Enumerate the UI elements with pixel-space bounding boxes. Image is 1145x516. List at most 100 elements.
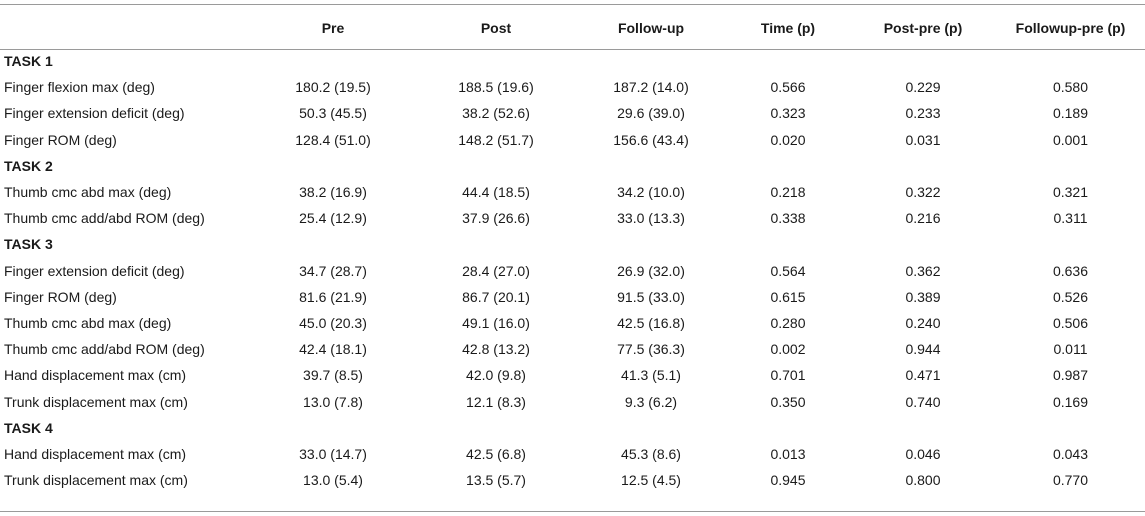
row-label: Finger flexion max (deg) — [4, 79, 155, 96]
table-cell: 25.4 (12.9) — [299, 210, 367, 227]
table-cell: 38.2 (52.6) — [462, 105, 530, 122]
section-title: TASK 2 — [4, 157, 53, 174]
table-cell: 9.3 (6.2) — [624, 393, 678, 410]
table-cell: 0.013 — [770, 446, 806, 463]
section-title: TASK 1 — [4, 53, 53, 69]
header-cell-post-pre-p: Post-pre (p) — [883, 20, 963, 36]
table-cell: 42.4 (18.1) — [299, 341, 367, 358]
table-cell: 77.5 (36.3) — [617, 341, 685, 358]
top-rule — [0, 4, 1145, 5]
header-rule — [0, 49, 1145, 50]
table-cell: 0.338 — [770, 210, 806, 227]
header-row: Pre Post Follow-up Time (p) Post-pre (p)… — [0, 8, 1145, 48]
header-cell-label — [0, 8, 250, 48]
table-cell: 0.011 — [1053, 341, 1088, 358]
table-cell: 0.322 — [905, 184, 941, 201]
row-label: Hand displacement max (cm) — [4, 446, 187, 463]
table-row: Finger ROM (deg) 81.6 (21.9) 86.7 (20.1) 91… — [0, 284, 1145, 310]
table-cell: 188.5 (19.6) — [458, 79, 534, 96]
table-cell: 0.389 — [905, 288, 941, 305]
table-cell: 49.1 (16.0) — [462, 315, 530, 332]
row-label: Hand displacement max (cm) — [4, 367, 187, 384]
section-row: TASK 1 — [0, 48, 1145, 74]
table-cell: 0.701 — [770, 367, 806, 384]
table-cell: 91.5 (33.0) — [617, 288, 685, 305]
table-cell: 33.0 (13.3) — [617, 210, 685, 227]
table-cell: 0.615 — [770, 288, 806, 305]
table-cell: 0.169 — [1052, 393, 1089, 410]
table-cell: 180.2 (19.5) — [295, 79, 371, 96]
table-cell: 187.2 (14.0) — [613, 79, 689, 96]
header-cell-time-p: Time (p) — [760, 20, 816, 36]
table-cell: 42.8 (13.2) — [462, 341, 530, 358]
table-cell: 34.2 (10.0) — [617, 184, 685, 201]
row-label: Thumb cmc abd max (deg) — [4, 315, 172, 332]
table-row: Thumb cmc add/abd ROM (deg) 25.4 (12.9) 37… — [0, 205, 1145, 231]
header-cell-followup-pre-p: Followup-pre (p) — [1015, 20, 1126, 36]
table-cell: 33.0 (14.7) — [299, 446, 367, 463]
header-cell-post: Post — [480, 20, 512, 36]
table-cell: 0.233 — [905, 105, 941, 122]
row-label: Finger extension deficit (deg) — [4, 262, 185, 279]
table-cell: 39.7 (8.5) — [303, 367, 363, 384]
results-table: Pre Post Follow-up Time (p) Post-pre (p)… — [0, 8, 1145, 493]
table-cell: 0.311 — [1053, 210, 1088, 227]
table-cell: 0.043 — [1052, 446, 1089, 463]
table-cell: 12.1 (8.3) — [466, 393, 526, 410]
table-cell: 0.216 — [905, 210, 941, 227]
table-row: Finger ROM (deg) 128.4 (51.0) 148.2 (51.7)… — [0, 127, 1145, 153]
table-cell: 41.3 (5.1) — [621, 367, 681, 384]
table-cell: 37.9 (26.6) — [462, 210, 530, 227]
table-cell: 0.321 — [1052, 184, 1089, 201]
table-cell: 86.7 (20.1) — [462, 288, 530, 305]
table-body: TASK 1 Finger flexion max (deg) 180.2 (19.… — [0, 48, 1145, 493]
table-cell: 0.944 — [905, 341, 941, 358]
table-cell: 13.0 (5.4) — [303, 472, 363, 489]
table-cell: 42.0 (9.8) — [466, 367, 526, 384]
table-cell: 0.800 — [905, 472, 941, 489]
row-label: Thumb cmc add/abd ROM (deg) — [4, 341, 205, 358]
table-cell: 0.506 — [1052, 315, 1089, 332]
table-row: Hand displacement max (cm) 39.7 (8.5) 42.0… — [0, 362, 1145, 388]
table-cell: 44.4 (18.5) — [462, 184, 530, 201]
table-cell: 0.323 — [770, 105, 806, 122]
table-cell: 0.229 — [905, 79, 941, 96]
table-row: Finger extension deficit (deg) 34.7 (28.7… — [0, 258, 1145, 284]
header-cell-pre: Pre — [321, 20, 345, 36]
table-cell: 0.218 — [770, 184, 806, 201]
table-row: Hand displacement max (cm) 33.0 (14.7) 42.… — [0, 441, 1145, 467]
row-label: Finger ROM (deg) — [4, 288, 117, 305]
table-cell: 28.4 (27.0) — [462, 262, 530, 279]
table-row: Thumb cmc abd max (deg) 45.0 (20.3) 49.1 (… — [0, 310, 1145, 336]
table-cell: 0.031 — [905, 131, 941, 148]
table-cell: 0.350 — [770, 393, 806, 410]
table-cell: 38.2 (16.9) — [299, 184, 367, 201]
table-cell: 0.566 — [770, 79, 806, 96]
section-title: TASK 3 — [4, 236, 53, 253]
table-cell: 0.001 — [1052, 131, 1089, 148]
section-row: TASK 3 — [0, 231, 1145, 257]
table-cell: 13.5 (5.7) — [466, 472, 526, 489]
table-cell: 0.526 — [1052, 288, 1089, 305]
table-cell: 0.046 — [905, 446, 941, 463]
table-cell: 45.3 (8.6) — [621, 446, 681, 463]
table-cell: 42.5 (16.8) — [617, 315, 685, 332]
table-cell: 0.002 — [770, 341, 806, 358]
table-cell: 0.362 — [905, 262, 941, 279]
table-cell: 12.5 (4.5) — [621, 472, 681, 489]
table-row: Trunk displacement max (cm) 13.0 (5.4) 13.… — [0, 467, 1145, 493]
table-cell: 0.580 — [1052, 79, 1089, 96]
row-label: Finger extension deficit (deg) — [4, 105, 185, 122]
section-row: TASK 4 — [0, 415, 1145, 441]
table-cell: 0.280 — [770, 315, 806, 332]
table-cell: 148.2 (51.7) — [458, 131, 534, 148]
table-cell: 0.189 — [1052, 105, 1089, 122]
table-cell: 42.5 (6.8) — [466, 446, 526, 463]
table-cell: 0.740 — [905, 393, 941, 410]
row-label: Trunk displacement max (cm) — [4, 393, 188, 410]
table-cell: 128.4 (51.0) — [295, 131, 371, 148]
table-cell: 34.7 (28.7) — [299, 262, 367, 279]
table-row: Finger extension deficit (deg) 50.3 (45.5… — [0, 100, 1145, 126]
bottom-rule — [0, 511, 1145, 512]
